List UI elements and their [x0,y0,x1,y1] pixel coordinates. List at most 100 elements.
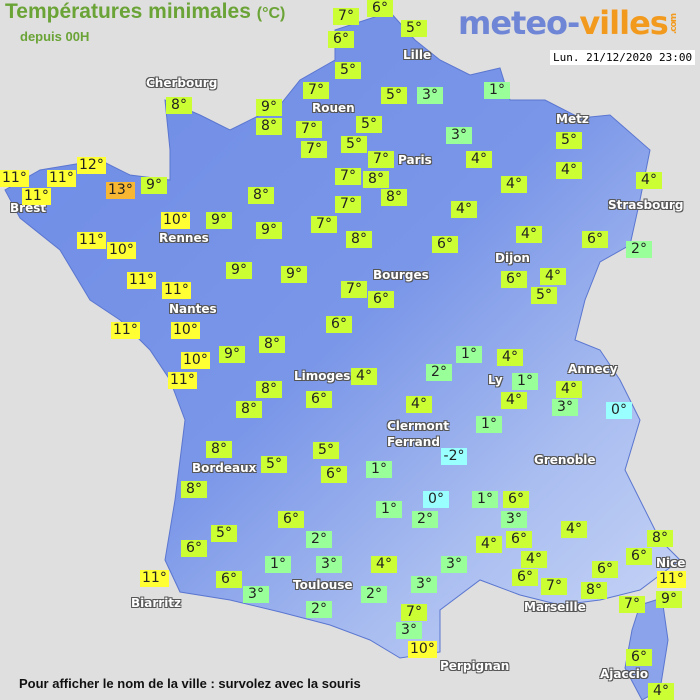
temperature-marker[interactable]: 6° [328,31,354,48]
temperature-marker[interactable]: 1° [366,461,392,478]
temperature-marker[interactable]: 4° [371,556,397,573]
temperature-marker[interactable]: 5° [261,456,287,473]
temperature-marker[interactable]: 4° [351,368,377,385]
temperature-marker[interactable]: 3° [417,87,443,104]
temperature-marker[interactable]: 3° [411,576,437,593]
temperature-marker[interactable]: 4° [406,396,432,413]
temperature-marker[interactable]: 4° [556,381,582,398]
temperature-marker[interactable]: 1° [376,501,402,518]
temperature-marker[interactable]: 6° [626,548,652,565]
temperature-marker[interactable]: 6° [512,569,538,586]
temperature-marker[interactable]: 4° [636,172,662,189]
temperature-marker[interactable]: 3° [441,556,467,573]
meteo-villes-logo[interactable]: meteo-villes.com [458,4,688,42]
temperature-marker[interactable]: 5° [381,87,407,104]
temperature-marker[interactable]: 10° [107,242,136,259]
temperature-marker[interactable]: 8° [248,187,274,204]
temperature-marker[interactable]: 8° [346,231,372,248]
temperature-marker[interactable]: 8° [256,381,282,398]
temperature-marker[interactable]: 2° [361,586,387,603]
temperature-marker[interactable]: 10° [181,352,210,369]
temperature-marker[interactable]: 6° [506,531,532,548]
temperature-marker[interactable]: 6° [181,540,207,557]
temperature-marker[interactable]: 8° [381,189,407,206]
temperature-marker[interactable]: 6° [503,491,529,508]
temperature-marker[interactable]: 9° [656,591,682,608]
temperature-marker[interactable]: 6° [582,231,608,248]
temperature-marker[interactable]: 8° [236,401,262,418]
temperature-marker[interactable]: 9° [256,222,282,239]
temperature-marker[interactable]: 0° [423,491,449,508]
temperature-marker[interactable]: 11° [140,570,169,587]
temperature-marker[interactable]: 7° [333,8,359,25]
temperature-marker[interactable]: 6° [216,571,242,588]
temperature-marker[interactable]: 1° [456,346,482,363]
temperature-marker[interactable]: 4° [561,521,587,538]
temperature-marker[interactable]: 2° [306,531,332,548]
temperature-marker[interactable]: 11° [162,282,191,299]
temperature-marker[interactable]: 6° [367,0,393,17]
temperature-marker[interactable]: 12° [77,157,106,174]
temperature-marker[interactable]: 9° [226,262,252,279]
temperature-marker[interactable]: 8° [259,336,285,353]
temperature-marker[interactable]: 8° [206,441,232,458]
temperature-marker[interactable]: 8° [647,530,673,547]
temperature-marker[interactable]: 9° [219,346,245,363]
temperature-marker[interactable]: 4° [497,349,523,366]
temperature-marker[interactable]: 7° [335,168,361,185]
temperature-marker[interactable]: 5° [531,287,557,304]
temperature-marker[interactable]: 5° [335,62,361,79]
temperature-marker[interactable]: 6° [501,271,527,288]
temperature-marker[interactable]: 6° [432,236,458,253]
temperature-marker[interactable]: 7° [541,578,567,595]
temperature-marker[interactable]: 4° [451,201,477,218]
temperature-marker[interactable]: 5° [401,20,427,37]
temperature-marker[interactable]: 6° [626,649,652,666]
temperature-marker[interactable]: 4° [648,683,674,700]
temperature-marker[interactable]: 1° [476,416,502,433]
temperature-marker[interactable]: 9° [141,177,167,194]
temperature-marker[interactable]: 4° [466,151,492,168]
temperature-marker[interactable]: 5° [211,525,237,542]
temperature-marker[interactable]: 0° [606,402,632,419]
temperature-marker[interactable]: 4° [521,551,547,568]
temperature-marker[interactable]: 5° [356,116,382,133]
temperature-marker[interactable]: 7° [368,151,394,168]
temperature-marker[interactable]: 8° [166,97,192,114]
temperature-marker[interactable]: 4° [540,268,566,285]
temperature-marker[interactable]: 7° [311,216,337,233]
temperature-marker[interactable]: 11° [47,170,76,187]
temperature-marker[interactable]: 3° [501,511,527,528]
temperature-marker[interactable]: 1° [512,373,538,390]
temperature-marker[interactable]: 3° [552,399,578,416]
temperature-marker[interactable]: 1° [484,82,510,99]
temperature-marker[interactable]: 7° [303,82,329,99]
temperature-marker[interactable]: 7° [341,281,367,298]
temperature-marker[interactable]: 6° [368,291,394,308]
temperature-marker[interactable]: 8° [256,118,282,135]
temperature-marker[interactable]: 4° [501,176,527,193]
temperature-marker[interactable]: 6° [321,466,347,483]
temperature-marker[interactable]: 11° [111,322,140,339]
temperature-marker[interactable]: -2° [441,448,467,465]
temperature-marker[interactable]: 6° [278,511,304,528]
temperature-marker[interactable]: 8° [363,171,389,188]
temperature-marker[interactable]: 5° [341,136,367,153]
temperature-marker[interactable]: 6° [326,316,352,333]
temperature-marker[interactable]: 5° [313,442,339,459]
temperature-marker[interactable]: 3° [316,556,342,573]
temperature-marker[interactable]: 11° [127,272,156,289]
temperature-marker[interactable]: 5° [556,132,582,149]
temperature-marker[interactable]: 11° [0,170,29,187]
temperature-marker[interactable]: 1° [265,556,291,573]
temperature-marker[interactable]: 6° [592,561,618,578]
temperature-marker[interactable]: 2° [426,364,452,381]
temperature-marker[interactable]: 7° [619,596,645,613]
temperature-marker[interactable]: 7° [296,121,322,138]
temperature-marker[interactable]: 4° [556,162,582,179]
temperature-marker[interactable]: 11° [77,232,106,249]
temperature-marker[interactable]: 7° [335,196,361,213]
temperature-marker[interactable]: 10° [408,641,437,658]
temperature-marker[interactable]: 4° [516,226,542,243]
temperature-marker[interactable]: 13° [106,182,135,199]
